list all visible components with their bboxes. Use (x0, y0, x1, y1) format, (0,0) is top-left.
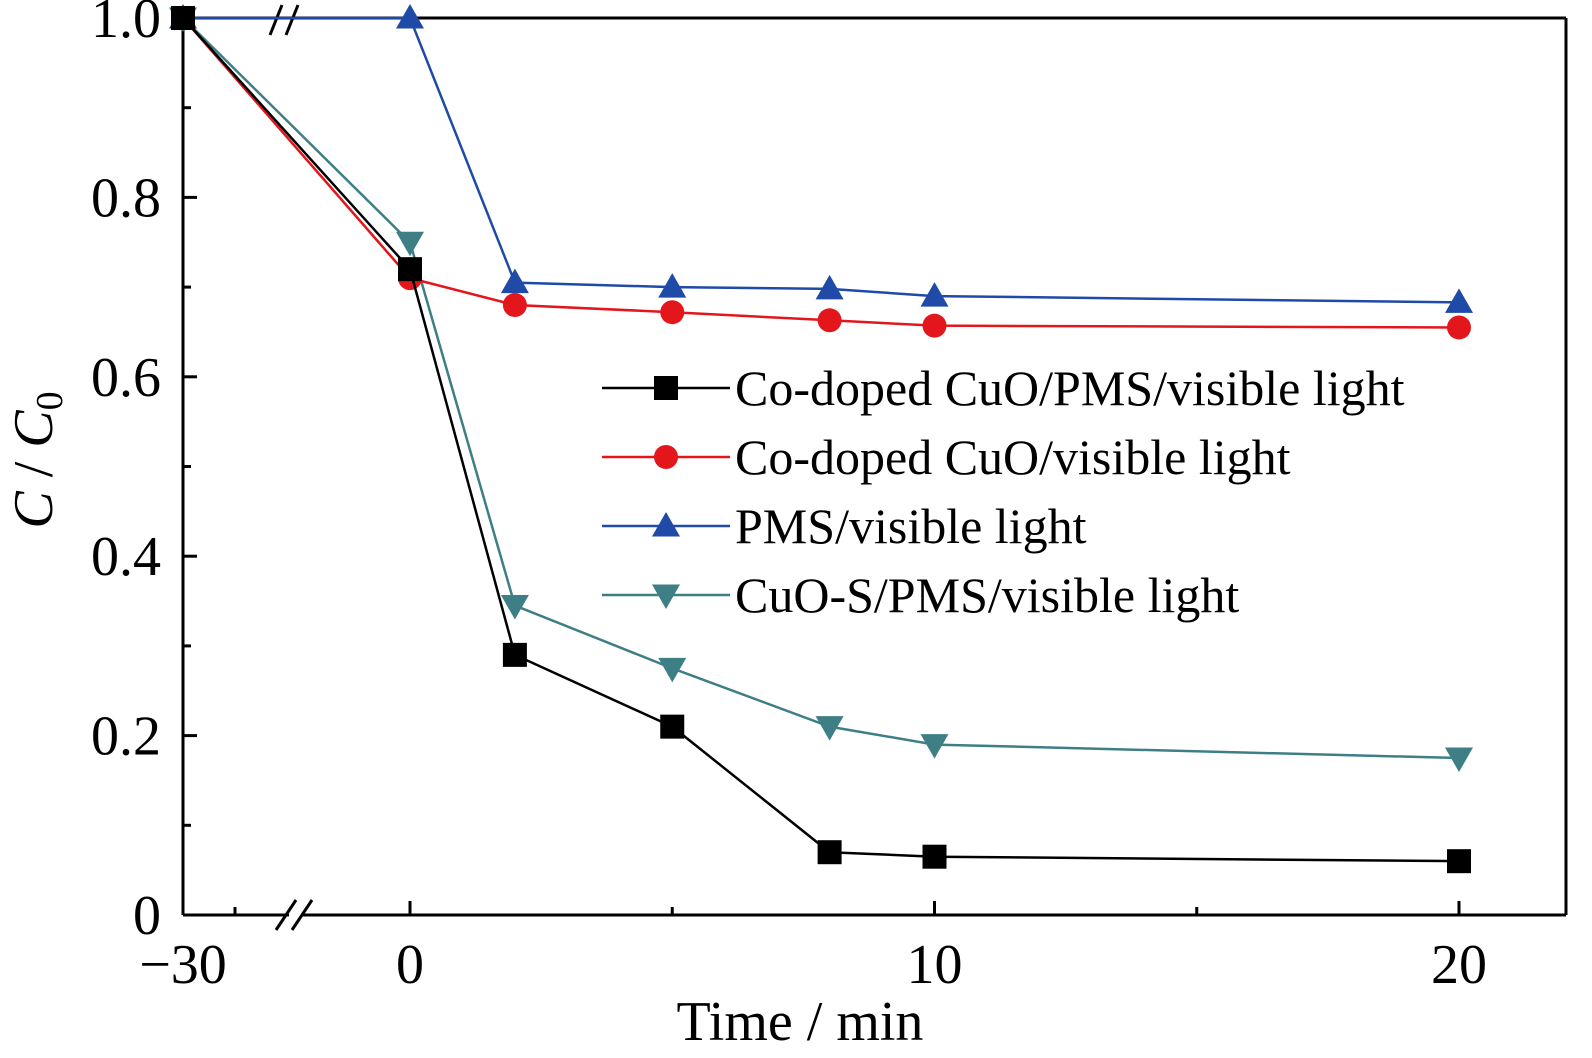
data-point (815, 274, 844, 300)
y-tick-label: 0.8 (91, 167, 161, 229)
x-tick-label: 20 (1431, 934, 1487, 996)
series-4 (169, 7, 1473, 773)
axis-break-top-1 (268, 4, 284, 36)
data-point (658, 657, 687, 683)
data-point (171, 6, 195, 30)
data-point (502, 293, 527, 318)
legend-marker (654, 376, 678, 400)
legend-entry: Co-doped CuO/visible light (602, 429, 1291, 485)
y-axis-title-sep: / (3, 448, 65, 492)
y-axis-title-c0: C (3, 410, 65, 448)
series-1 (171, 6, 1471, 874)
legend: Co-doped CuO/PMS/visible light Co-doped C… (602, 360, 1405, 623)
y-axis-title-sub: 0 (29, 391, 71, 410)
y-tick-label: 0.2 (91, 706, 161, 768)
data-point (658, 273, 687, 298)
data-point (1447, 315, 1471, 340)
x-axis-title: Time / min (677, 991, 924, 1053)
data-point (660, 714, 685, 739)
y-tick-label: 0.4 (91, 526, 161, 588)
x-tick-label: 10 (907, 934, 963, 996)
axis-break-bottom-2 (290, 899, 314, 931)
data-point (396, 4, 424, 29)
series-3 (169, 4, 1473, 313)
x-tick-label: 0 (396, 934, 424, 996)
legend-marker (654, 445, 678, 469)
data-point (500, 595, 529, 620)
series-layer (169, 4, 1473, 874)
legend-label: Co-doped CuO/PMS/visible light (735, 360, 1405, 416)
data-point (817, 840, 842, 865)
data-point (922, 844, 947, 869)
y-axis-title: C / C0 (3, 391, 71, 528)
data-point (1445, 288, 1473, 313)
data-point (920, 734, 949, 759)
axis-ticks: 00.20.40.60.81.0−30 0 10 20 (91, 0, 1487, 996)
data-point (1445, 747, 1473, 773)
y-axis-title-c: C (3, 491, 65, 529)
data-point (502, 642, 527, 667)
data-point (815, 716, 844, 741)
legend-label: CuO-S/PMS/visible light (735, 567, 1239, 623)
legend-entry: Co-doped CuO/PMS/visible light (602, 360, 1405, 416)
data-point (922, 313, 947, 338)
y-tick-label: 0.6 (91, 347, 161, 409)
legend-entry: PMS/visible light (602, 498, 1087, 554)
axis-break-top-2 (284, 4, 300, 36)
data-point (817, 308, 842, 333)
data-point (660, 300, 685, 325)
legend-entry: CuO-S/PMS/visible light (602, 567, 1239, 623)
series-line (182, 17, 1460, 329)
legend-marker (652, 512, 680, 537)
data-point (1447, 849, 1471, 874)
data-point (398, 257, 422, 282)
legend-label: Co-doped CuO/visible light (735, 429, 1291, 485)
series-line (183, 16, 1460, 304)
x-tick-label: −30 (139, 934, 227, 996)
data-point (396, 231, 424, 257)
legend-label: PMS/visible light (735, 498, 1087, 554)
y-tick-label: 1.0 (91, 0, 161, 50)
y-tick-label: 0 (133, 885, 161, 947)
legend-marker (652, 584, 680, 609)
data-point (500, 268, 529, 294)
axis-break-bottom-1 (274, 899, 298, 931)
data-point (920, 282, 949, 307)
